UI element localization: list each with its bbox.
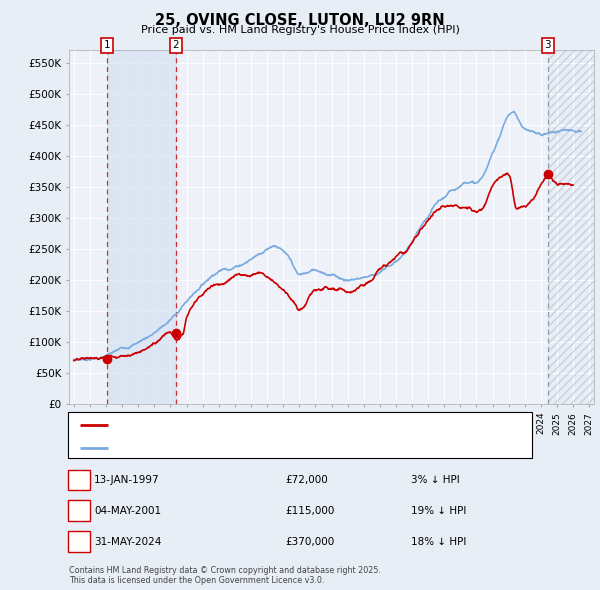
- Bar: [548, 50, 594, 404]
- Text: HPI: Average price, detached house, Luton: HPI: Average price, detached house, Luto…: [112, 442, 334, 453]
- Text: 25, OVING CLOSE, LUTON, LU2 9RN (detached house): 25, OVING CLOSE, LUTON, LU2 9RN (detache…: [112, 421, 391, 430]
- Text: 18% ↓ HPI: 18% ↓ HPI: [411, 537, 466, 546]
- Text: 13-JAN-1997: 13-JAN-1997: [94, 476, 160, 485]
- Text: 31-MAY-2024: 31-MAY-2024: [94, 537, 161, 546]
- Text: Price paid vs. HM Land Registry's House Price Index (HPI): Price paid vs. HM Land Registry's House …: [140, 25, 460, 35]
- Text: 3: 3: [76, 537, 82, 546]
- Text: 3: 3: [544, 40, 551, 50]
- Text: 19% ↓ HPI: 19% ↓ HPI: [411, 506, 466, 516]
- Text: 25, OVING CLOSE, LUTON, LU2 9RN: 25, OVING CLOSE, LUTON, LU2 9RN: [155, 13, 445, 28]
- Text: Contains HM Land Registry data © Crown copyright and database right 2025.
This d: Contains HM Land Registry data © Crown c…: [69, 566, 381, 585]
- Text: 2: 2: [173, 40, 179, 50]
- Text: £370,000: £370,000: [285, 537, 334, 546]
- Bar: [548, 50, 594, 404]
- Text: 3% ↓ HPI: 3% ↓ HPI: [411, 476, 460, 485]
- Bar: [548, 50, 594, 404]
- Bar: [107, 50, 176, 404]
- Text: £115,000: £115,000: [285, 506, 334, 516]
- Text: 1: 1: [76, 476, 82, 485]
- Text: 2: 2: [76, 506, 82, 516]
- Text: £72,000: £72,000: [285, 476, 328, 485]
- Text: 1: 1: [103, 40, 110, 50]
- Text: 04-MAY-2001: 04-MAY-2001: [94, 506, 161, 516]
